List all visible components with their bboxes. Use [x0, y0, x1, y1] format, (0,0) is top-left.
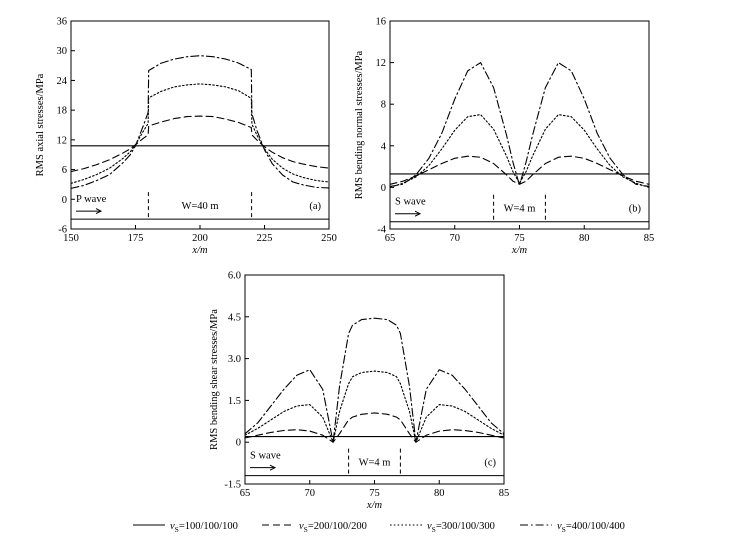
y-tick-label: 6.0	[228, 271, 241, 282]
plot-frame	[389, 20, 650, 230]
legend-label-4: vS=400/100/400	[557, 521, 625, 534]
y-tick-label: 1.5	[228, 396, 241, 407]
x-tick-label: 225	[257, 233, 273, 244]
series-line-2	[70, 115, 330, 173]
x-axis-label: x/m	[366, 500, 383, 511]
series-line-2	[244, 412, 505, 443]
wave-label: S wave	[250, 451, 281, 462]
y-axis-label: RMS bending shear stresses/MPa	[209, 309, 220, 450]
wave-arrow-head	[414, 210, 422, 217]
width-label: W=4 m	[359, 458, 391, 469]
legend-label-1: vS=100/100/100	[170, 521, 238, 534]
x-tick-label: 75	[514, 233, 525, 244]
y-tick-label: 24	[57, 76, 68, 87]
series-line-4	[244, 317, 505, 443]
y-tick-label: -4	[377, 225, 386, 236]
x-tick-label: 70	[305, 488, 316, 499]
x-tick-label: 175	[128, 233, 144, 244]
y-tick-label: 3.0	[228, 354, 241, 365]
legend-label-3: vS=300/100/300	[427, 521, 495, 534]
wave-label: S wave	[395, 197, 426, 208]
y-axis-label: RMS bending normal stresses/MPa	[354, 50, 365, 199]
y-tick-label: 18	[57, 106, 68, 117]
y-tick-label: 0	[236, 438, 241, 449]
y-tick-label: -1.5	[224, 480, 241, 491]
y-tick-label: 4	[381, 141, 387, 152]
series-line-2	[389, 155, 650, 185]
x-tick-label: 85	[499, 488, 510, 499]
y-tick-label: 16	[376, 17, 387, 28]
wave-label: P wave	[76, 194, 107, 205]
x-axis-label: x/m	[191, 245, 208, 256]
x-tick-label: 150	[63, 233, 79, 244]
y-tick-label: 8	[381, 100, 386, 111]
series-line-3	[244, 370, 505, 443]
y-axis-label: RMS axial stresses/MPa	[35, 73, 46, 176]
x-tick-label: 70	[450, 233, 461, 244]
panel-label: (c)	[484, 458, 496, 469]
y-tick-label: 12	[57, 135, 68, 146]
y-tick-label: 0	[381, 183, 386, 194]
series-line-4	[389, 62, 650, 187]
y-tick-label: -6	[58, 225, 67, 236]
x-axis-label: x/m	[511, 245, 528, 256]
panel-label: (a)	[309, 201, 321, 212]
panel-label: (b)	[629, 204, 642, 215]
x-tick-label: 85	[644, 233, 655, 244]
series-line-3	[389, 114, 650, 188]
x-tick-label: 80	[579, 233, 590, 244]
x-tick-label: 65	[240, 488, 251, 499]
y-tick-label: 36	[57, 17, 68, 28]
legend-label-2: vS=200/100/200	[299, 521, 367, 534]
panel-a: -6 0 6 12 18 24 30 36 150 175 200 225 250 x/m RMS axia…	[35, 17, 337, 257]
width-label: W=4 m	[504, 204, 536, 215]
width-label: W=40 m	[181, 201, 218, 212]
y-tick-label: 6	[62, 165, 67, 176]
y-tick-label: 4.5	[228, 312, 241, 323]
wave-arrow-head	[269, 464, 277, 471]
series-line-4	[70, 55, 330, 189]
y-tick-label: 0	[62, 195, 67, 206]
panel-b: -4 0 4 8 12 16 65 70 75 80 85 x/m RMS bending normal…	[354, 17, 654, 257]
plot-frame	[70, 20, 330, 230]
wave-arrow-head	[95, 208, 103, 215]
y-tick-label: 30	[57, 46, 68, 57]
x-tick-label: 80	[434, 488, 445, 499]
x-tick-label: 65	[385, 233, 396, 244]
y-tick-label: 12	[376, 58, 387, 69]
series-line-3	[70, 83, 330, 184]
plot-frame	[244, 274, 505, 485]
x-tick-label: 250	[321, 233, 337, 244]
panel-c: -1.5 0 1.5 3.0 4.5 6.0 65 70 75 80 85 x/m RMS bendin…	[209, 271, 509, 512]
x-tick-label: 75	[369, 488, 380, 499]
x-tick-label: 200	[192, 233, 208, 244]
legend: vS=100/100/100 vS=200/100/200 vS=300/100/3…	[133, 521, 625, 534]
